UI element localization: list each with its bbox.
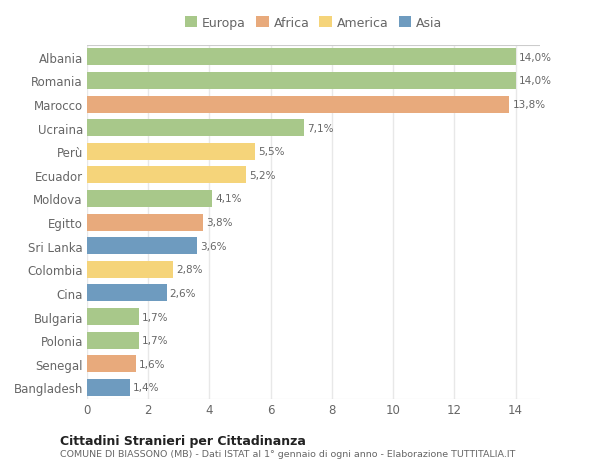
Text: 2,8%: 2,8% <box>176 265 202 275</box>
Bar <box>87 190 212 207</box>
Bar <box>87 238 197 255</box>
Text: 5,5%: 5,5% <box>259 147 285 157</box>
Text: 14,0%: 14,0% <box>518 76 551 86</box>
Text: 1,7%: 1,7% <box>142 336 169 346</box>
Text: 1,4%: 1,4% <box>133 382 160 392</box>
Text: 13,8%: 13,8% <box>512 100 545 110</box>
Text: 7,1%: 7,1% <box>307 123 334 134</box>
Bar <box>87 144 256 160</box>
Bar <box>87 120 304 137</box>
Bar <box>87 379 130 396</box>
Bar <box>87 167 246 184</box>
Bar <box>87 285 167 302</box>
Bar <box>87 96 509 113</box>
Text: 5,2%: 5,2% <box>249 170 276 180</box>
Legend: Europa, Africa, America, Asia: Europa, Africa, America, Asia <box>181 13 446 34</box>
Bar <box>87 73 515 90</box>
Text: 1,7%: 1,7% <box>142 312 169 322</box>
Text: 3,8%: 3,8% <box>206 218 233 228</box>
Bar <box>87 356 136 372</box>
Bar <box>87 49 515 66</box>
Text: 4,1%: 4,1% <box>215 194 242 204</box>
Text: 2,6%: 2,6% <box>170 288 196 298</box>
Bar <box>87 332 139 349</box>
Bar <box>87 214 203 231</box>
Text: COMUNE DI BIASSONO (MB) - Dati ISTAT al 1° gennaio di ogni anno - Elaborazione T: COMUNE DI BIASSONO (MB) - Dati ISTAT al … <box>60 449 515 458</box>
Text: 3,6%: 3,6% <box>200 241 227 251</box>
Text: Cittadini Stranieri per Cittadinanza: Cittadini Stranieri per Cittadinanza <box>60 434 306 447</box>
Text: 1,6%: 1,6% <box>139 359 166 369</box>
Bar <box>87 308 139 325</box>
Bar <box>87 261 173 278</box>
Text: 14,0%: 14,0% <box>518 53 551 63</box>
